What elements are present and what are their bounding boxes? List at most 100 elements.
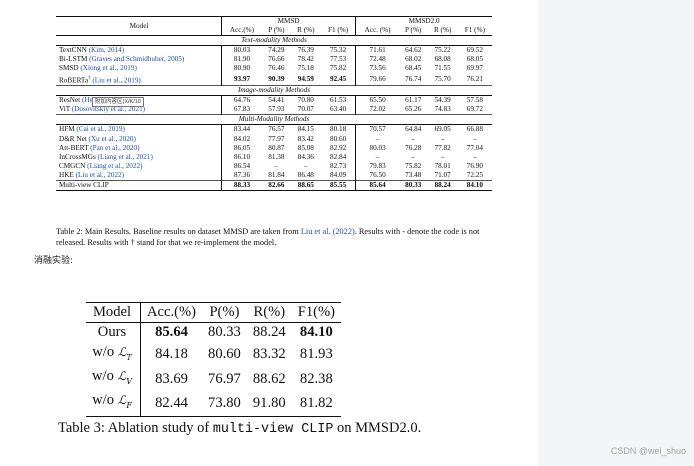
table-row: D&R Net (Xu et al., 2020) 84.02 77.97 83.42… xyxy=(56,134,492,144)
variant-name: w/o ℒF xyxy=(86,391,141,417)
table-cell: 92.45 xyxy=(330,74,347,83)
table-cell: 68.05 xyxy=(466,55,483,64)
col-header: P (%) xyxy=(262,26,291,37)
col-header: F1 (%) xyxy=(320,26,356,37)
col-header: R(%) xyxy=(246,301,292,324)
table-cell: 79.66 xyxy=(355,73,399,86)
table-cell: 82.73 xyxy=(330,161,347,170)
table-cell: 81.90 xyxy=(221,55,262,65)
loss-symbol: ℒ xyxy=(117,344,127,359)
section-title-row: Image-modality Methods xyxy=(56,85,492,96)
model-label: D&R Net xyxy=(59,134,87,143)
table-row: w/o ℒT 84.18 80.60 83.32 81.93 xyxy=(86,342,341,368)
caption-citation-link[interactable]: Liu et al. (2022) xyxy=(300,227,355,236)
table-cell: 84.02 xyxy=(221,134,262,144)
caption3-model-name: multi-view CLIP xyxy=(212,422,334,437)
table-cell: 70.57 xyxy=(355,124,399,135)
table-cell: 76.66 xyxy=(268,55,285,64)
table-cell: – xyxy=(440,152,445,161)
table-cell: 75.70 xyxy=(434,74,451,83)
table-cell: 88.24 xyxy=(252,324,286,341)
col-header: Model xyxy=(86,301,141,324)
table-cell: 72.02 xyxy=(355,105,399,115)
table-cell: 86.05 xyxy=(221,143,262,153)
table-cell: – xyxy=(411,152,415,161)
table-cell: 69.97 xyxy=(466,64,483,73)
model-label: ResNet xyxy=(59,96,81,105)
table-cell: 69.72 xyxy=(466,105,483,114)
table-cell: 84.09 xyxy=(330,170,347,179)
table-cell: 80.87 xyxy=(268,143,285,152)
col-header: Acc.(%) xyxy=(139,301,203,324)
table-cell: 84.15 xyxy=(290,124,321,135)
table-cell: 68.08 xyxy=(434,55,451,64)
table-cell: 83.32 xyxy=(252,346,286,363)
table-cell: – xyxy=(355,134,399,144)
col-header: Acc. (%) xyxy=(355,26,399,37)
table-cell: 80.03 xyxy=(355,143,399,153)
table-cell: 83.44 xyxy=(221,124,262,135)
model-citation[interactable]: (Liu et al., 2022) xyxy=(75,170,125,179)
table-cell: 63.40 xyxy=(330,105,347,114)
model-name: RoBERTa† (Liu et al., 2019) xyxy=(56,74,222,86)
model-citation[interactable]: (Liu et al., 2019) xyxy=(92,75,141,84)
table-cell: 67.83 xyxy=(221,105,262,115)
overlay-badge: 附加内容区(X/K/10 xyxy=(92,97,144,107)
model-citation[interactable]: (Kim, 2014) xyxy=(88,46,125,55)
model-name: ViT (Dosovitskiy et al., 2021) xyxy=(56,105,222,115)
table-cell: 85.64 xyxy=(355,179,399,192)
table-cell: 73.56 xyxy=(355,64,399,74)
model-label: ViT xyxy=(59,105,71,114)
table-cell: 74.29 xyxy=(262,45,291,56)
table-cell: 86.48 xyxy=(297,170,314,179)
table-cell: 80.18 xyxy=(320,124,356,135)
table-cell: 80.90 xyxy=(221,64,262,74)
table-cell: – xyxy=(473,152,477,161)
table-cell: 85.55 xyxy=(320,179,356,192)
table-cell: 70.07 xyxy=(297,105,314,114)
table-cell: – xyxy=(355,152,399,162)
table-cell: 78.42 xyxy=(297,55,314,64)
model-citation[interactable]: (Pan et al., 2020) xyxy=(90,143,140,152)
table-cell: 80.33 xyxy=(398,179,428,192)
table-row: w/o ℒF 82.44 73.80 91.80 81.82 xyxy=(86,391,341,417)
table-cell: 80.60 xyxy=(208,346,241,363)
table-cell: 72.48 xyxy=(355,55,399,65)
table-cell: 94.59 xyxy=(297,74,314,83)
model-citation[interactable]: (Liang et al., 2022) xyxy=(87,161,143,170)
table-cell: 76.39 xyxy=(290,45,321,56)
table-cell: 84.10 xyxy=(299,324,333,341)
table-cell: 85.64 xyxy=(139,322,203,343)
model-name: Multi-view CLIP xyxy=(56,179,222,192)
table-cell: 57.93 xyxy=(268,105,285,114)
model-citation[interactable]: (Dosovitskiy et al., 2021) xyxy=(71,105,146,114)
table-row: Att-BERT (Pan et al., 2020) 86.05 80.87 85.… xyxy=(56,143,492,153)
table-cell: 83.42 xyxy=(297,134,314,143)
model-label: TextCNN xyxy=(59,46,87,55)
model-name: D&R Net (Xu et al., 2020) xyxy=(56,135,222,144)
table-cell: 61.17 xyxy=(398,95,428,106)
table-cell: 71.07 xyxy=(434,170,451,179)
variant-name: w/o ℒT xyxy=(86,343,140,367)
col-header-model: Model xyxy=(56,15,222,36)
model-name: HKE (Liu et al., 2022) xyxy=(56,171,222,181)
model-citation[interactable]: (Cai et al., 2019) xyxy=(76,125,125,134)
model-citation[interactable]: (Xu et al., 2020) xyxy=(88,134,136,143)
model-citation[interactable]: (Liang et al., 2021) xyxy=(97,152,153,161)
col-header: R (%) xyxy=(290,26,321,37)
table-cell: 81.93 xyxy=(299,346,333,363)
model-citation[interactable]: (Xiong et al., 2019) xyxy=(80,64,137,73)
variant-name: Ours xyxy=(86,323,140,343)
table-cell: 69.05 xyxy=(427,124,458,135)
model-citation[interactable]: (Graves and Schmidhuber, 2005) xyxy=(89,55,185,64)
variant-prefix: w/o xyxy=(92,392,118,409)
table-cell: 85.08 xyxy=(297,143,314,152)
table-cell: 64.84 xyxy=(398,124,428,135)
col-header: P(%) xyxy=(202,301,247,324)
model-label: RoBERTa xyxy=(59,75,89,84)
table-cell: 76.46 xyxy=(268,64,285,73)
caption3-text: Table 3: Ablation study of xyxy=(58,420,213,436)
table-cell: 54.41 xyxy=(262,95,291,106)
table-cell: 88.62 xyxy=(252,370,286,387)
table-cell: 68.02 xyxy=(405,55,422,64)
